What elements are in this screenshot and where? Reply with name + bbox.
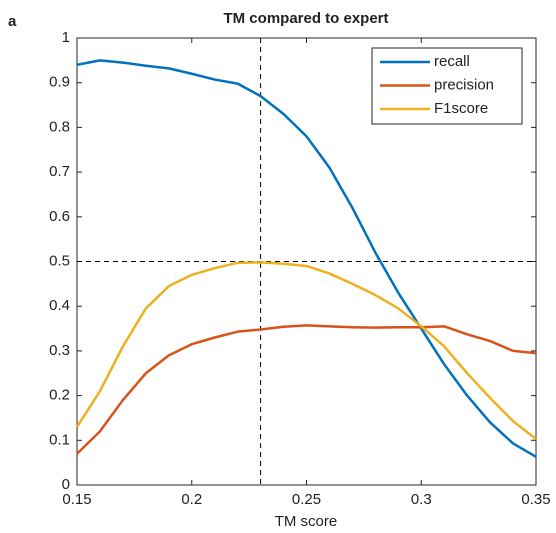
x-tick-label: 0.3 <box>411 491 432 508</box>
legend-label: recall <box>434 53 470 70</box>
panel-label: a <box>8 13 17 30</box>
chart-title: TM compared to expert <box>223 10 388 27</box>
y-tick-label: 0.6 <box>49 208 70 225</box>
legend: recall precision F1score <box>371 47 523 125</box>
x-axis-label: TM score <box>275 513 338 530</box>
x-tick-label: 0.15 <box>62 491 91 508</box>
x-tick-label: 0.2 <box>181 491 202 508</box>
x-tick-label: 0.25 <box>292 491 321 508</box>
y-tick-label: 0.1 <box>49 431 70 448</box>
y-tick-label: 0.4 <box>49 297 70 314</box>
line-series <box>76 324 537 455</box>
y-tick-label: 0.9 <box>49 74 70 91</box>
y-tick-label: 0.3 <box>49 342 70 359</box>
y-tick-label: 0.7 <box>49 163 70 180</box>
y-tick-label: 0.5 <box>49 252 70 269</box>
y-tick-label: 0.8 <box>49 118 70 135</box>
y-tick-label: 0 <box>62 476 70 493</box>
y-tick-label: 1 <box>62 29 70 46</box>
legend-label: precision <box>434 76 494 93</box>
y-tick-label: 0.2 <box>49 387 70 404</box>
legend-label: F1score <box>434 100 488 117</box>
line-series <box>75 261 537 440</box>
x-tick-label: 0.35 <box>521 491 550 508</box>
line-series <box>76 59 537 458</box>
